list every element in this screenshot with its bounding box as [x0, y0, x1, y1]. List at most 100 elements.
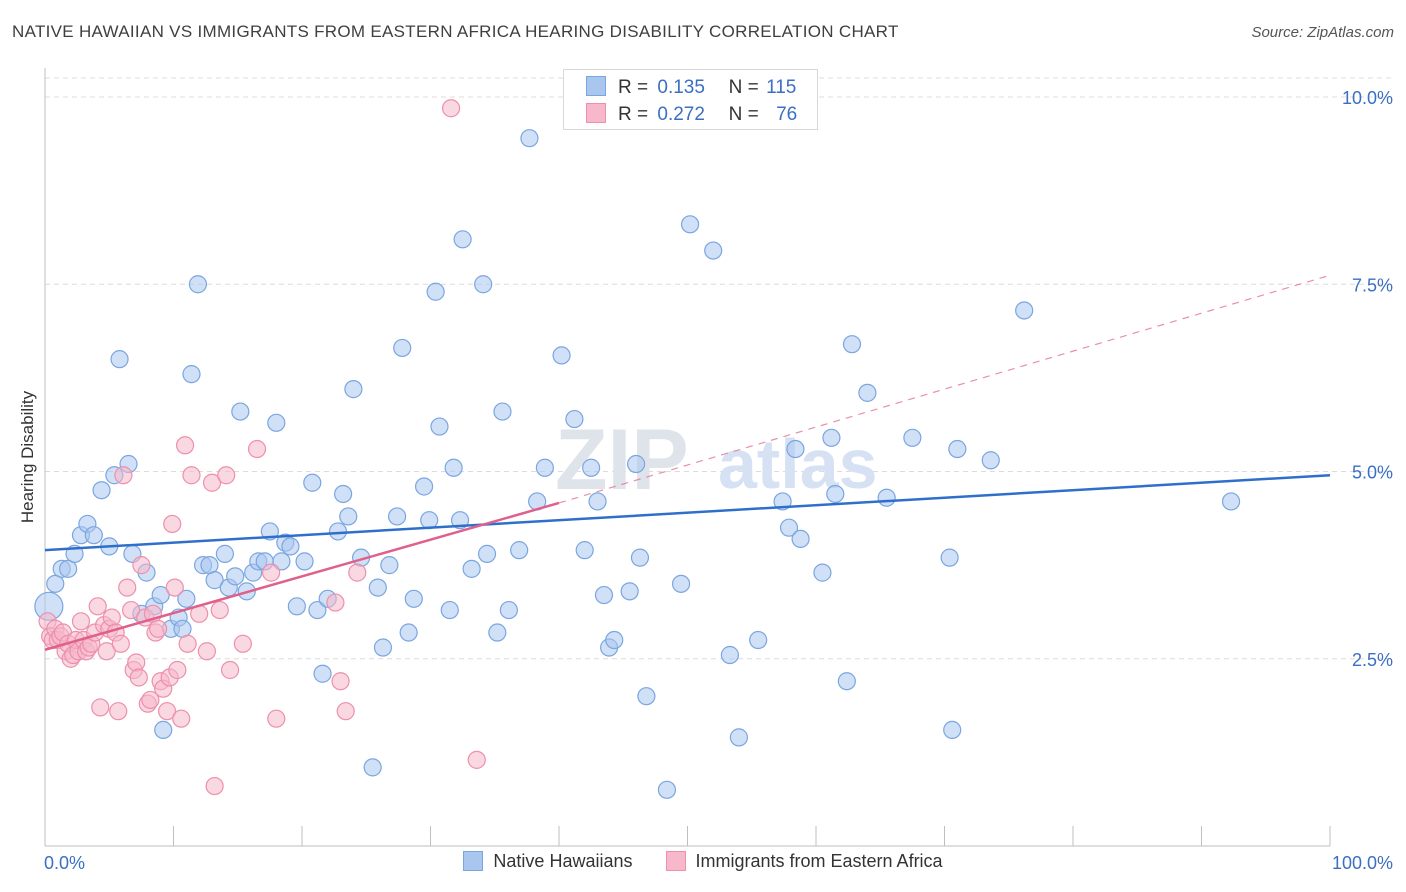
data-point	[387, 507, 407, 526]
data-point	[109, 702, 128, 721]
tick-labels: 2.5% 5.0% 7.5% 10.0% 0.0% 100.0%	[44, 88, 1393, 873]
data-point	[575, 541, 594, 560]
data-point	[295, 552, 314, 571]
data-point	[842, 335, 862, 354]
data-point	[657, 780, 677, 799]
legend-item-immigrants[interactable]: Immigrants from Eastern Africa	[665, 851, 943, 872]
r-value: 0.272	[657, 104, 705, 125]
watermark-zip: ZIP	[555, 412, 689, 508]
data-point	[630, 548, 650, 567]
data-point	[380, 556, 399, 575]
data-point	[680, 215, 700, 234]
data-point	[97, 642, 116, 661]
data-point	[197, 642, 217, 661]
data-point	[404, 589, 423, 608]
data-point	[215, 544, 234, 563]
data-point	[331, 672, 350, 691]
data-point	[247, 439, 267, 459]
data-point	[202, 473, 222, 492]
data-point	[339, 507, 358, 526]
data-point	[168, 660, 187, 680]
data-point	[182, 365, 201, 384]
data-point	[267, 709, 286, 728]
data-point	[220, 660, 240, 680]
data-point	[348, 563, 367, 582]
data-point	[217, 466, 236, 485]
r-label: R =	[618, 77, 649, 98]
data-point	[440, 600, 459, 620]
data-point	[326, 593, 345, 612]
data-point	[393, 338, 412, 358]
data-point	[157, 702, 177, 721]
y-tick-label: 5.0%	[1352, 463, 1393, 483]
pink-swatch	[586, 103, 606, 123]
data-point	[163, 514, 182, 534]
data-point	[605, 630, 624, 650]
data-point	[205, 776, 224, 796]
data-point	[313, 664, 332, 683]
trend-line-extension-immigrants	[558, 274, 1331, 504]
trend-lines	[44, 274, 1331, 651]
data-point	[177, 589, 196, 608]
data-point	[46, 574, 65, 593]
data-point	[127, 653, 146, 672]
data-point	[328, 522, 348, 541]
data-point	[129, 668, 148, 687]
data-point	[430, 417, 449, 436]
data-point	[626, 454, 646, 474]
data-point	[262, 563, 281, 582]
data-point	[426, 282, 445, 301]
data-point	[231, 402, 250, 421]
data-point	[59, 559, 78, 578]
data-point	[594, 585, 614, 605]
data-point	[148, 619, 168, 638]
data-point	[182, 466, 201, 485]
data-point	[91, 698, 110, 717]
data-point	[188, 275, 208, 294]
r-value: 0.135	[657, 77, 705, 98]
legend-item-native-hawaiians[interactable]: Native Hawaiians	[463, 851, 632, 872]
data-point	[165, 578, 184, 597]
data-point	[837, 672, 856, 691]
legend-label: Immigrants from Eastern Africa	[695, 851, 943, 871]
n-value: 76	[776, 104, 798, 125]
data-point	[414, 477, 434, 496]
data-point	[420, 511, 439, 530]
series-legend: Native Hawaiians Immigrants from Eastern…	[0, 851, 1406, 872]
y-axis-label: Hearing Disability	[18, 390, 37, 523]
data-point	[786, 439, 805, 459]
data-point	[110, 350, 129, 369]
data-point	[151, 585, 170, 605]
data-point	[671, 574, 691, 593]
data-point	[267, 413, 286, 432]
data-point	[493, 402, 512, 421]
data-point	[822, 428, 841, 447]
data-point	[175, 436, 195, 455]
data-point	[877, 488, 896, 507]
data-point	[510, 541, 529, 560]
x-tick-label: 100.0%	[1332, 853, 1393, 873]
trend-line-native-hawaiians	[44, 473, 1331, 552]
n-label: N =	[728, 104, 759, 125]
series-native-hawaiians	[34, 129, 1241, 799]
axes	[44, 68, 1331, 847]
data-point	[205, 571, 224, 590]
data-point	[779, 518, 799, 537]
data-point	[121, 600, 141, 620]
y-tick-label: 10.0%	[1342, 88, 1393, 108]
data-point	[111, 634, 130, 653]
data-point	[114, 466, 133, 485]
data-point	[948, 439, 967, 459]
data-point	[172, 709, 191, 728]
data-point	[903, 428, 922, 447]
data-point	[588, 492, 607, 511]
data-point	[233, 634, 252, 653]
data-point	[281, 537, 300, 556]
chart-title: NATIVE HAWAIIAN VS IMMIGRANTS FROM EASTE…	[12, 22, 899, 41]
data-point	[477, 544, 497, 563]
data-point	[444, 458, 463, 477]
data-point	[92, 481, 111, 500]
series-immigrants-eastern-africa	[38, 99, 486, 796]
data-point	[71, 612, 91, 631]
data-point	[488, 623, 507, 642]
